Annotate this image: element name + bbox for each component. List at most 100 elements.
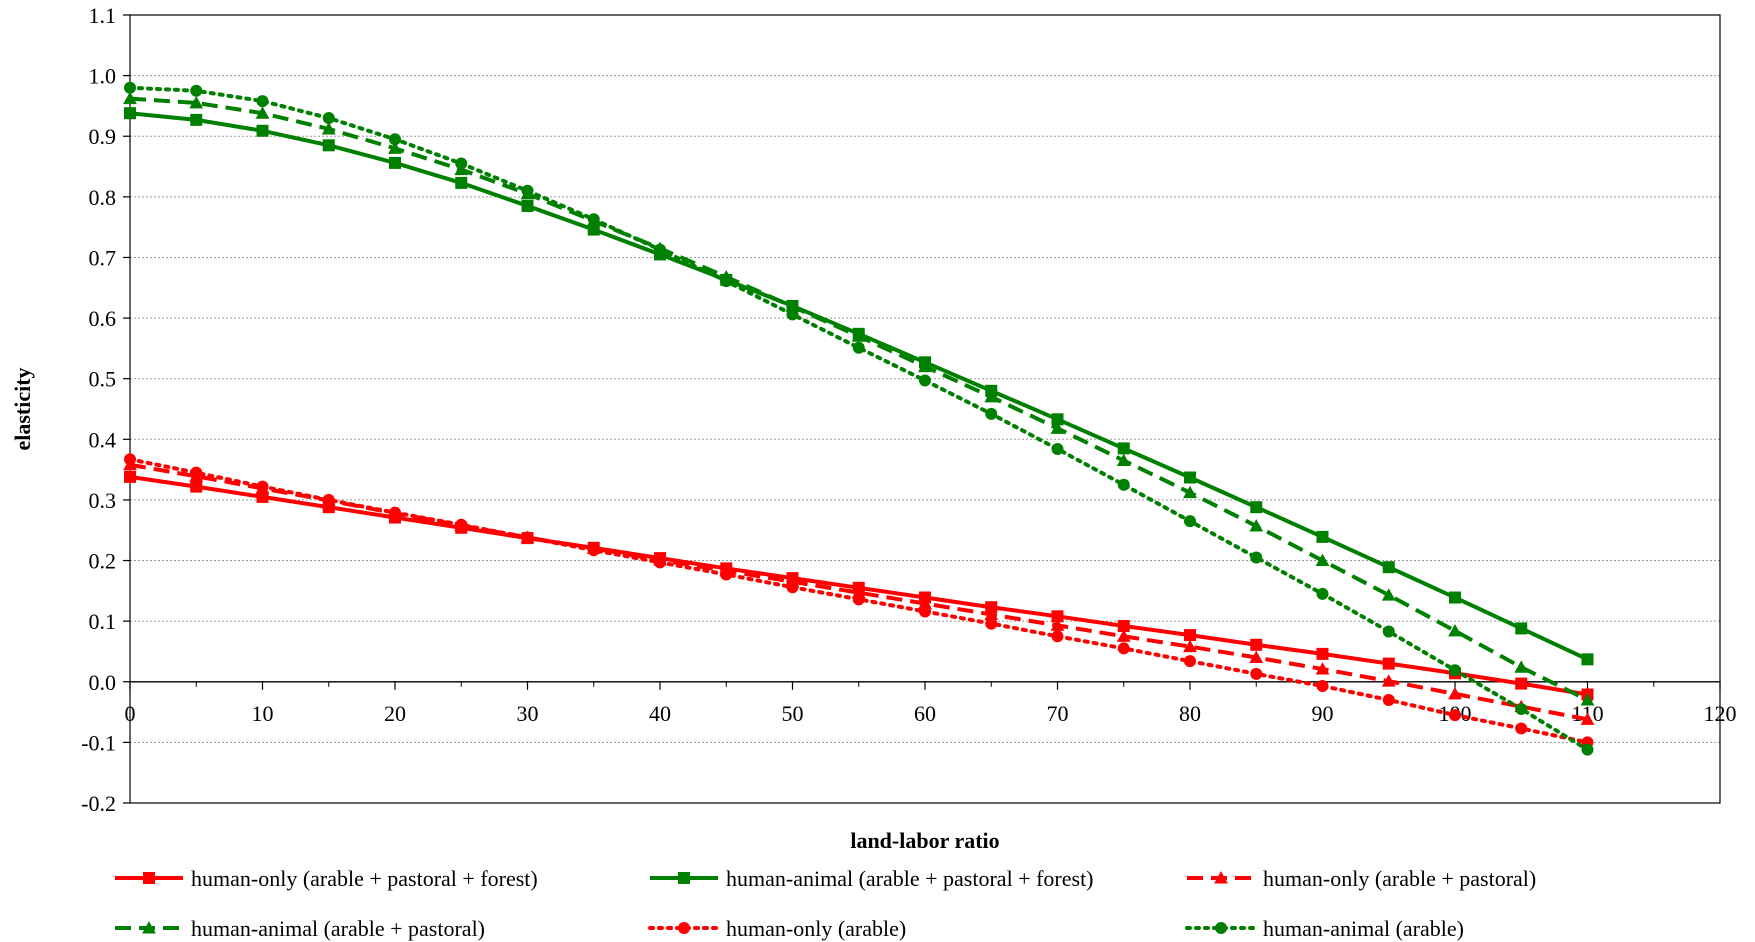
data-point bbox=[1315, 662, 1330, 675]
data-point bbox=[1184, 629, 1196, 642]
y-tick-label: 0.9 bbox=[89, 124, 117, 149]
series-line bbox=[129, 111, 1589, 662]
data-point bbox=[985, 601, 998, 614]
data-point bbox=[1249, 519, 1264, 532]
gridlines bbox=[130, 75, 1720, 804]
data-point bbox=[1250, 551, 1263, 564]
data-point bbox=[1117, 620, 1130, 633]
y-tick-label: 0.0 bbox=[89, 670, 117, 695]
series-6 bbox=[124, 81, 1594, 756]
data-point bbox=[1514, 660, 1529, 673]
data-point bbox=[1116, 629, 1131, 642]
data-point bbox=[587, 544, 600, 557]
data-point bbox=[1050, 421, 1065, 434]
data-point bbox=[1381, 674, 1396, 687]
x-tick-label: 80 bbox=[1179, 701, 1201, 726]
data-point bbox=[919, 374, 931, 387]
data-point bbox=[322, 139, 335, 152]
data-point bbox=[1580, 693, 1595, 706]
data-point bbox=[389, 156, 401, 169]
data-point bbox=[1249, 650, 1264, 664]
data-point bbox=[1515, 677, 1528, 690]
data-point bbox=[389, 506, 401, 519]
data-point bbox=[521, 199, 534, 212]
data-point bbox=[255, 106, 270, 119]
axes: 1.1 1.0 0.9 0.8 0.7 0.6 0.5 0.4 0.3 0.2 0.1 0.0 -0.1… bbox=[81, 3, 1736, 816]
data-point bbox=[1448, 623, 1462, 637]
data-point bbox=[1316, 587, 1329, 600]
legend-marker bbox=[1215, 922, 1227, 934]
data-point bbox=[1448, 686, 1462, 700]
legend-label: human-animal (arable) bbox=[1263, 916, 1464, 941]
data-point bbox=[1183, 639, 1197, 653]
y-tick-label: -0.2 bbox=[81, 791, 116, 816]
data-point bbox=[654, 556, 666, 569]
data-point bbox=[521, 184, 534, 197]
data-point bbox=[852, 341, 865, 354]
legend-label: human-only (arable + pastoral) bbox=[1263, 866, 1536, 891]
data-point bbox=[256, 480, 269, 493]
data-point bbox=[851, 329, 866, 342]
y-tick-label: 0.2 bbox=[89, 549, 117, 574]
y-tick-label: 0.6 bbox=[89, 306, 117, 331]
plot-area-frame bbox=[129, 14, 1721, 804]
data-point bbox=[1117, 478, 1130, 491]
y-tick-label: 0.3 bbox=[89, 488, 117, 513]
series-layer bbox=[123, 81, 1595, 756]
data-point bbox=[1250, 638, 1263, 651]
x-tick-label: 70 bbox=[1047, 701, 1069, 726]
data-point bbox=[1051, 443, 1064, 456]
series-line bbox=[128, 85, 1590, 752]
x-tick-label: 10 bbox=[252, 701, 274, 726]
x-tick-label: 0 bbox=[125, 701, 136, 726]
data-point bbox=[1515, 622, 1528, 635]
data-point bbox=[322, 501, 335, 514]
legend-marker bbox=[1214, 871, 1228, 884]
x-tick-label: 50 bbox=[782, 701, 804, 726]
data-point bbox=[1184, 515, 1196, 528]
data-point bbox=[321, 122, 336, 135]
legend-item: human-animal (arable) bbox=[1185, 916, 1464, 941]
data-point bbox=[984, 389, 999, 403]
data-point bbox=[388, 141, 402, 154]
data-point bbox=[1449, 591, 1461, 604]
data-point bbox=[455, 176, 468, 189]
series-4 bbox=[123, 91, 1595, 706]
legend-label: human-only (arable + pastoral + forest) bbox=[191, 866, 538, 891]
data-point bbox=[1581, 743, 1594, 756]
data-point bbox=[1117, 642, 1130, 655]
y-tick-label: -0.1 bbox=[81, 730, 116, 755]
data-point bbox=[1050, 618, 1065, 631]
data-point bbox=[1316, 530, 1329, 543]
data-point bbox=[455, 518, 468, 531]
data-point bbox=[256, 124, 269, 137]
y-tick-label: 1.1 bbox=[89, 3, 117, 28]
x-tick-label: 40 bbox=[649, 701, 671, 726]
data-point bbox=[918, 596, 932, 610]
data-point bbox=[1316, 680, 1329, 693]
data-point bbox=[1382, 625, 1395, 638]
data-point bbox=[124, 470, 136, 483]
data-point bbox=[1051, 610, 1064, 623]
legend-item: human-only (arable + pastoral) bbox=[1187, 866, 1536, 891]
x-tick-label: 90 bbox=[1312, 701, 1334, 726]
data-point bbox=[587, 213, 600, 226]
data-point bbox=[786, 308, 799, 321]
legend-marker bbox=[143, 872, 155, 884]
legend-marker bbox=[142, 921, 156, 934]
legend-item: human-animal (arable + pastoral) bbox=[115, 916, 485, 941]
data-point bbox=[189, 95, 204, 109]
series-line bbox=[129, 462, 1588, 722]
data-point bbox=[984, 607, 999, 621]
data-point bbox=[1449, 709, 1461, 722]
data-point bbox=[1117, 442, 1130, 455]
y-tick-label: 0.1 bbox=[89, 609, 117, 634]
data-point bbox=[124, 453, 136, 466]
data-point bbox=[852, 593, 865, 606]
data-point bbox=[1515, 722, 1528, 735]
data-point bbox=[918, 359, 932, 373]
legend-label: human-animal (arable + pastoral) bbox=[191, 916, 485, 941]
data-point bbox=[720, 275, 733, 288]
x-tick-label: 20 bbox=[384, 701, 406, 726]
